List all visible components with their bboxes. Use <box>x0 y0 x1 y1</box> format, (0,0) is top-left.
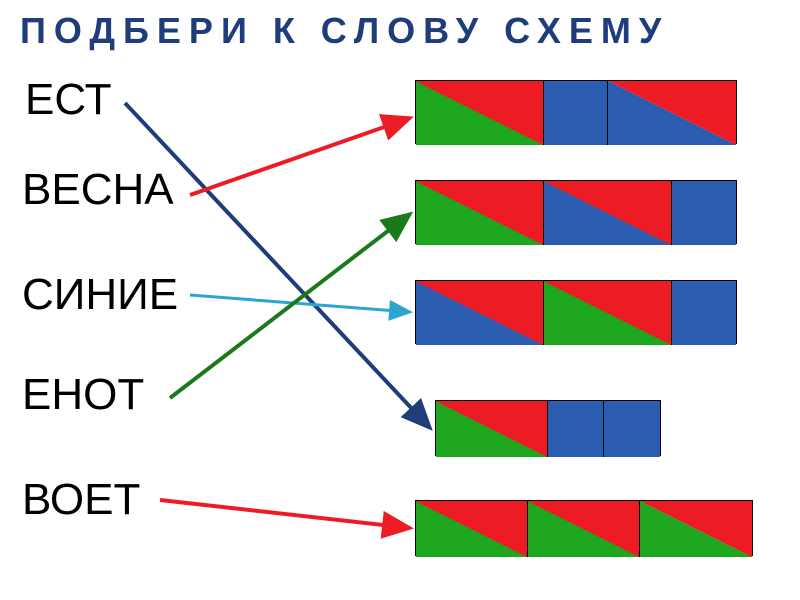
arrow-3 <box>170 214 410 398</box>
schema-3 <box>435 400 661 456</box>
schema-4-cell-1 <box>528 501 640 557</box>
schema-0-cell-2 <box>608 81 736 145</box>
title-text: ПОДБЕРИ К СЛОВУ СХЕМУ <box>20 10 669 51</box>
schema-1 <box>415 180 737 244</box>
word-0: ЕСТ <box>25 75 112 125</box>
schema-1-cell-2 <box>672 181 736 245</box>
arrow-4 <box>160 500 410 528</box>
schema-2-cell-1 <box>544 281 672 345</box>
schema-2-cell-2 <box>672 281 736 345</box>
word-2: СИНИЕ <box>22 270 178 320</box>
word-1: ВЕСНА <box>22 165 174 215</box>
arrow-1 <box>190 118 410 195</box>
schema-0 <box>415 80 737 144</box>
schema-2-cell-0 <box>416 281 544 345</box>
schema-1-cell-1 <box>544 181 672 245</box>
page-title: ПОДБЕРИ К СЛОВУ СХЕМУ <box>20 10 669 52</box>
schema-0-cell-0 <box>416 81 544 145</box>
schema-4-cell-0 <box>416 501 528 557</box>
schema-4 <box>415 500 753 556</box>
word-4: ВОЕТ <box>22 475 140 525</box>
schema-3-cell-2 <box>604 401 660 457</box>
schema-2 <box>415 280 737 344</box>
word-3: ЕНОТ <box>22 370 144 420</box>
schema-1-cell-0 <box>416 181 544 245</box>
schema-3-cell-1 <box>548 401 604 457</box>
schema-3-cell-0 <box>436 401 548 457</box>
arrow-2 <box>190 295 410 312</box>
schema-4-cell-2 <box>640 501 752 557</box>
arrow-0 <box>125 103 430 428</box>
schema-0-cell-1 <box>544 81 608 145</box>
